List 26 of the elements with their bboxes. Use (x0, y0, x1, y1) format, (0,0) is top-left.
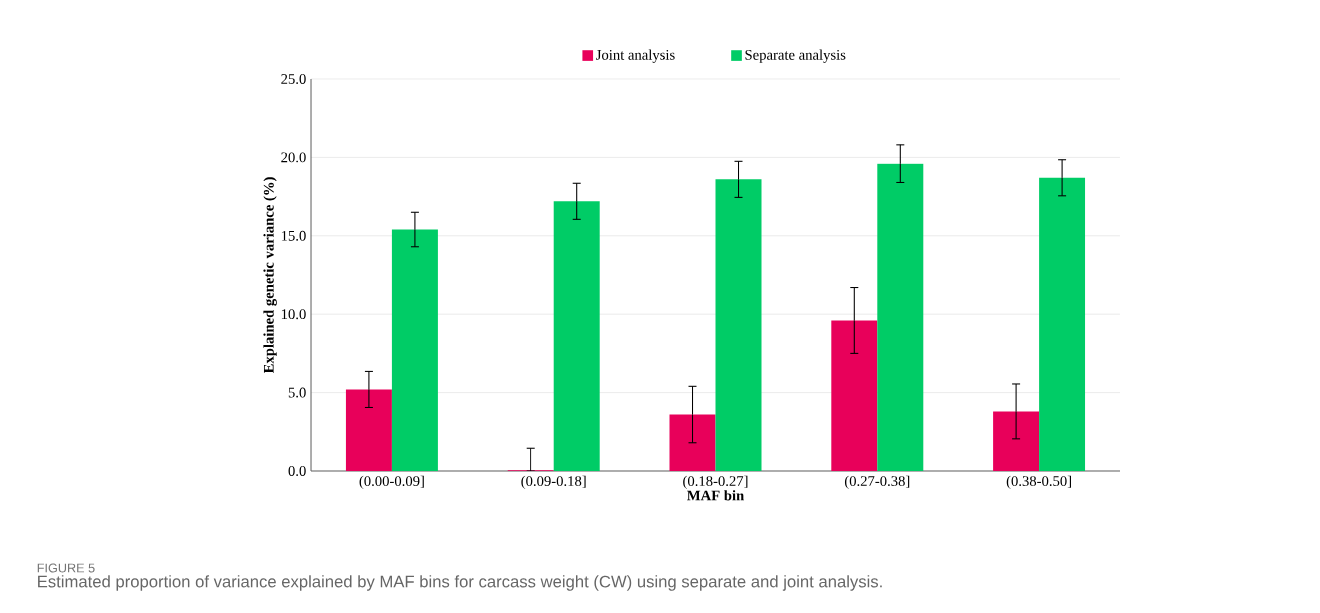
x-tick-label: (0.38-0.50] (1006, 475, 1071, 489)
legend-label: Separate analysis (745, 49, 846, 63)
bar (715, 179, 762, 471)
bar (391, 229, 438, 471)
y-tick-label: 10.0 (281, 309, 306, 320)
bar (993, 411, 1040, 471)
bar (877, 163, 924, 471)
x-tick-label: (0.18-0.27] (683, 475, 748, 489)
x-tick-label: (0.00-0.09] (359, 475, 424, 489)
bar (831, 320, 878, 471)
x-tick-label: (0.09-0.18] (521, 475, 586, 489)
bar (553, 201, 600, 471)
y-tick-label: 5.0 (288, 387, 306, 398)
y-tick-label: 20.0 (281, 152, 306, 163)
x-axis-title: MAF bin (687, 490, 744, 501)
legend-label: Joint analysis (596, 49, 675, 63)
caption: FIGURE 5 (37, 563, 95, 573)
x-tick-label: (0.27-0.38] (844, 475, 910, 489)
bar (669, 414, 716, 471)
bar (1039, 177, 1086, 471)
bar (345, 389, 392, 471)
y-tick-label: 25.0 (281, 74, 306, 84)
y-axis-title: Explained genetic variance (%) (263, 177, 277, 374)
y-tick-label: 15.0 (281, 230, 306, 241)
text: Estimated proportion of variance explained by MAF bins for carcass weight (CW) using separate and joint analysis. (38, 575, 882, 591)
y-tick-label: 0.0 (288, 466, 306, 476)
